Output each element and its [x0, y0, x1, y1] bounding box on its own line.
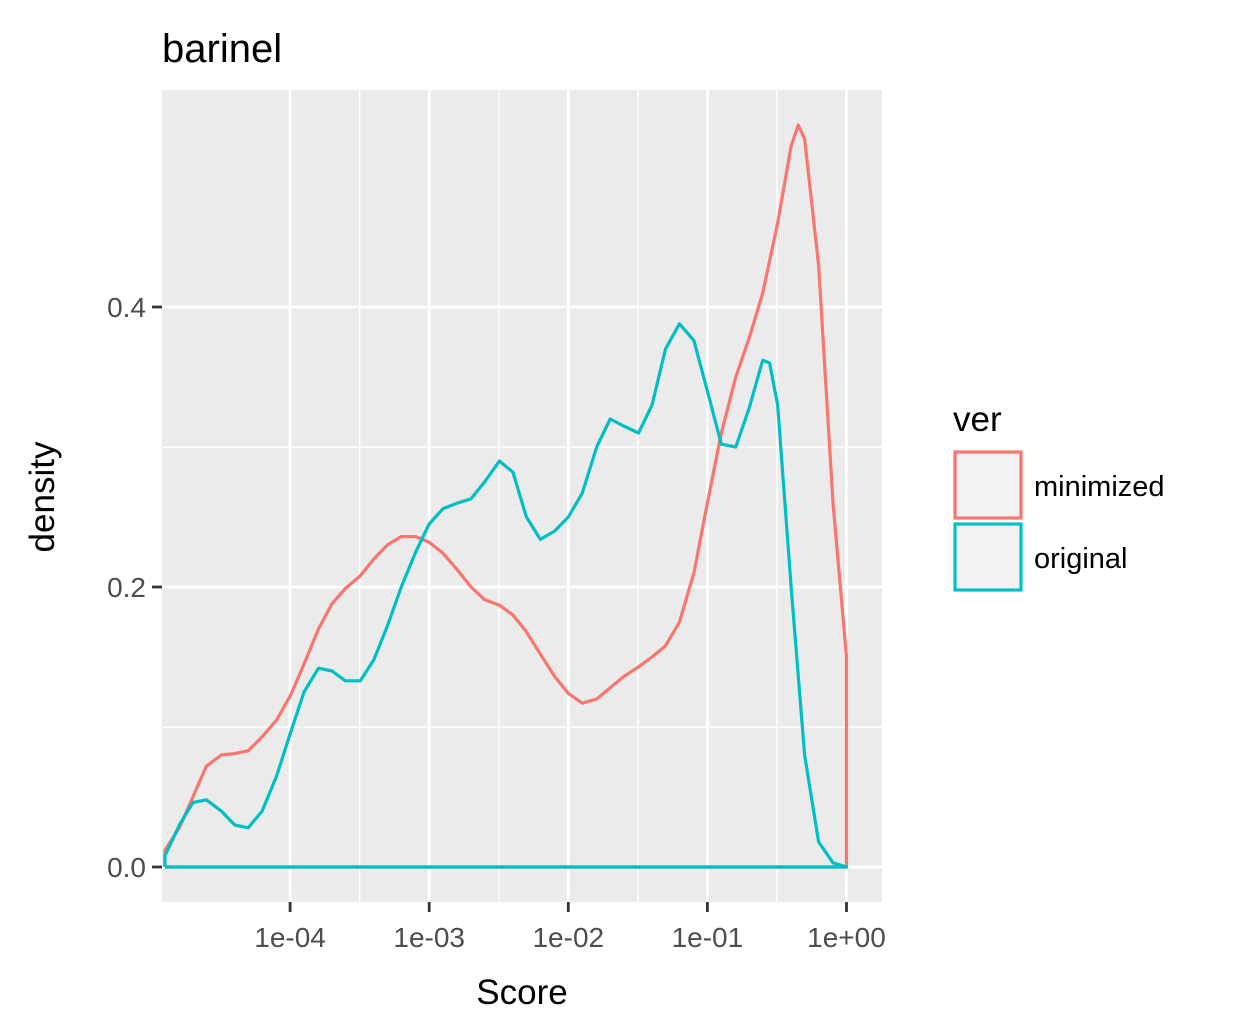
x-tick-label: 1e-04	[254, 922, 326, 953]
y-tick-label: 0.2	[107, 572, 146, 603]
legend-label-original: original	[1034, 543, 1128, 575]
x-tick-label: 1e-03	[393, 922, 465, 953]
y-axis-title: density	[23, 441, 62, 552]
x-axis-title: Score	[476, 973, 567, 1012]
y-tick-label: 0.4	[107, 292, 146, 323]
x-tick-label: 1e+00	[807, 922, 886, 953]
chart-title: barinel	[162, 27, 282, 71]
x-axis: 1e-04 1e-03 1e-02 1e-01 1e+00	[254, 902, 886, 953]
y-axis: 0.0 0.2 0.4	[107, 292, 162, 883]
legend-title: ver	[953, 400, 1002, 439]
legend-key-original	[953, 522, 1023, 592]
plot-panel	[162, 90, 882, 902]
legend-label-minimized: minimized	[1034, 471, 1165, 503]
series-layer	[163, 123, 849, 869]
legend-key-minimized	[953, 450, 1023, 520]
series-line-original	[163, 322, 849, 869]
series-line-minimized	[163, 123, 849, 869]
x-tick-label: 1e-02	[532, 922, 604, 953]
y-tick-label: 0.0	[107, 852, 146, 883]
x-tick-label: 1e-01	[672, 922, 744, 953]
legend: ver minimized original	[953, 400, 1165, 592]
